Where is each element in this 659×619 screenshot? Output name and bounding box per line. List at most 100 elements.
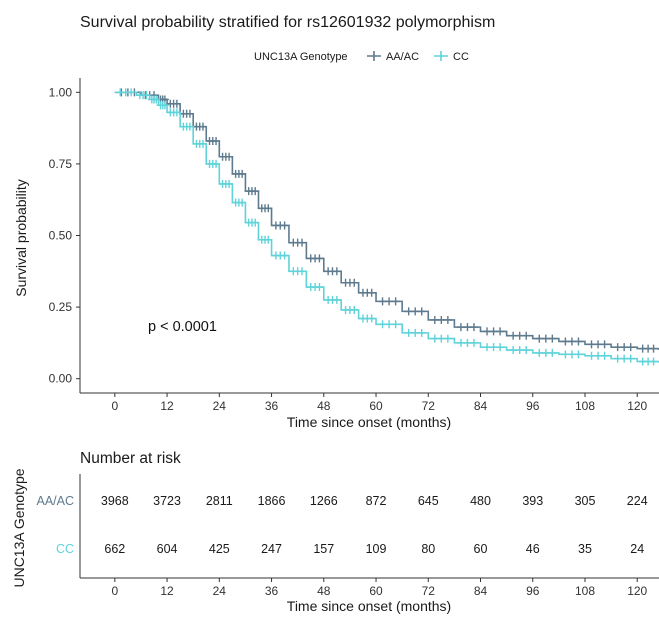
censor-mark	[212, 159, 221, 168]
risk-x-ticks: 0 12 24 36 48 60 72 84 96 108 120	[111, 578, 648, 598]
y-axis-title: Survival probability	[13, 179, 29, 297]
legend-title: UNC13A Genotype	[254, 51, 348, 63]
censor-mark	[574, 337, 583, 346]
x-tick-label: 72	[422, 399, 436, 413]
censor-mark	[522, 331, 531, 340]
x-ticks: 0 12 24 36 48 60 72 84 96 108 120	[111, 393, 648, 413]
y-tick-label: 0.50	[49, 229, 73, 243]
risk-count: 24	[630, 542, 644, 556]
censor-mark	[225, 179, 234, 188]
risk-count: 3723	[153, 494, 181, 508]
risk-count: 1866	[258, 494, 286, 508]
censor-mark	[185, 122, 194, 131]
risk-x-tick-label: 60	[369, 584, 383, 598]
legend-item: AA/AC	[367, 51, 419, 63]
legend: UNC13A Genotype AA/AC CC	[254, 51, 469, 63]
y-tick-label: 1.00	[49, 85, 73, 99]
censor-mark	[315, 254, 324, 263]
risk-count: 662	[104, 542, 125, 556]
x-tick-label: 96	[526, 399, 540, 413]
risk-table: Number at risk UNC13A Genotype AA/AC 3968…	[11, 450, 659, 614]
censor-mark	[160, 101, 169, 110]
risk-count: 1266	[310, 494, 338, 508]
risk-count: 2811	[206, 494, 233, 508]
censor-mark	[367, 288, 376, 297]
risk-count: 224	[627, 494, 648, 508]
risk-count: 80	[421, 542, 435, 556]
censor-mark	[185, 109, 194, 118]
y-tick-label: 0.75	[49, 157, 73, 171]
censor-mark	[152, 95, 161, 104]
risk-x-tick-label: 36	[265, 584, 279, 598]
risk-count: 305	[575, 494, 596, 508]
risk-x-tick-label: 96	[526, 584, 540, 598]
censor-mark	[443, 334, 452, 343]
legend-label: CC	[453, 51, 469, 63]
risk-row: AA/AC 3968 3723 2811 1866 1266 872 645 480 393 305…	[36, 494, 647, 508]
x-tick-label: 84	[474, 399, 488, 413]
risk-table-y-title: UNC13A Genotype	[11, 468, 27, 587]
risk-x-tick-label: 84	[474, 584, 488, 598]
x-axis-title: Time since onset (months)	[287, 414, 451, 430]
censor-mark	[417, 328, 426, 337]
x-tick-label: 60	[369, 399, 383, 413]
risk-count: 425	[209, 542, 230, 556]
risk-row-label: CC	[56, 542, 74, 556]
risk-count: 109	[366, 542, 387, 556]
censor-mark	[264, 204, 273, 213]
censor-mark	[417, 307, 426, 316]
censor-mark	[251, 187, 260, 196]
censor-mark	[264, 235, 273, 244]
risk-count: 872	[366, 494, 387, 508]
risk-x-axis-title: Time since onset (months)	[287, 598, 451, 614]
risk-row-label: AA/AC	[36, 494, 74, 508]
risk-count: 247	[261, 542, 282, 556]
censor-mark	[298, 238, 307, 247]
censor-mark	[350, 278, 359, 287]
censor-mark	[212, 137, 221, 145]
censor-mark	[469, 323, 478, 332]
x-tick-label: 12	[160, 399, 174, 413]
risk-x-tick-label: 0	[111, 584, 118, 598]
censor-mark	[332, 295, 341, 304]
censor-mark	[280, 221, 289, 230]
risk-count: 46	[526, 542, 540, 556]
censor-mark	[600, 340, 609, 349]
censor-mark	[127, 88, 136, 97]
risk-count: 645	[418, 494, 439, 508]
y-tick-label: 0.25	[49, 300, 73, 314]
censor-mark	[600, 351, 609, 360]
censor-mark	[225, 152, 234, 161]
risk-x-tick-label: 12	[160, 584, 174, 598]
legend-swatch	[434, 51, 448, 61]
censor-mark	[315, 283, 324, 292]
risk-x-tick-label: 24	[213, 584, 227, 598]
x-tick-label: 24	[213, 399, 227, 413]
censor-mark	[443, 315, 452, 324]
censor-mark	[649, 344, 658, 353]
censor-mark	[469, 338, 478, 347]
censor-mark	[238, 198, 247, 207]
risk-row: CC 662 604 425 247 157 109 80 60 46 35 24	[56, 542, 644, 556]
censor-mark	[548, 334, 557, 343]
censor-mark	[172, 99, 181, 108]
censor-mark	[496, 343, 505, 352]
survival-curves	[114, 88, 659, 366]
censor-mark	[332, 267, 341, 276]
x-tick-label: 48	[317, 399, 331, 413]
legend-item: CC	[434, 51, 469, 63]
risk-rows: AA/AC 3968 3723 2811 1866 1266 872 645 480 393 305…	[36, 494, 647, 556]
risk-x-tick-label: 120	[627, 584, 647, 598]
censor-mark	[198, 139, 207, 148]
censor-mark	[522, 346, 531, 355]
censor-mark	[649, 357, 658, 366]
censor-mark	[367, 314, 376, 323]
y-tick-label: 0.00	[49, 372, 73, 386]
censor-mark	[574, 350, 583, 359]
x-tick-label: 108	[575, 399, 595, 413]
risk-count: 480	[470, 494, 491, 508]
risk-count: 60	[474, 542, 488, 556]
censor-mark	[142, 91, 151, 100]
censor-mark	[626, 343, 635, 352]
